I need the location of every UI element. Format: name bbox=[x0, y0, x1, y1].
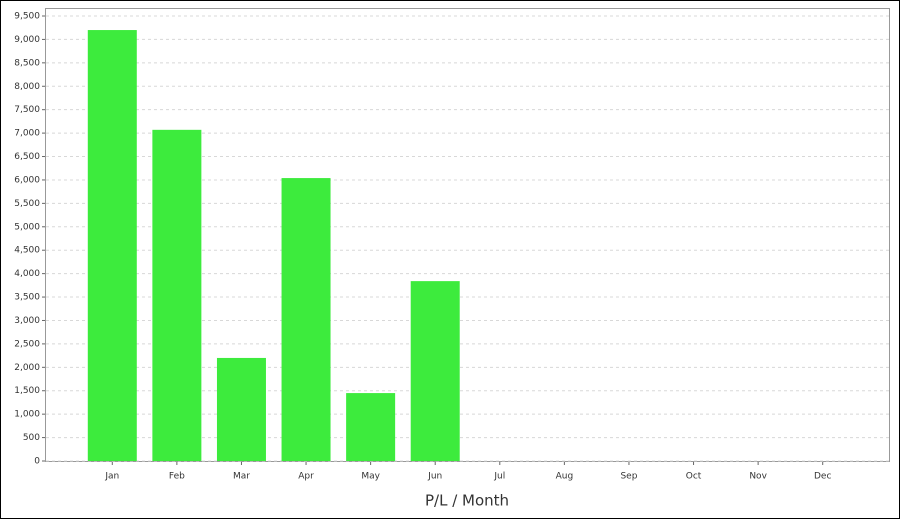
x-tick-label: Dec bbox=[814, 472, 831, 482]
y-tick-label: 7,000 bbox=[14, 129, 40, 139]
y-tick-label: 500 bbox=[23, 433, 40, 443]
bar bbox=[87, 30, 137, 461]
y-tick-label: 6,500 bbox=[14, 152, 40, 162]
x-tick-label: Oct bbox=[686, 472, 702, 482]
y-tick-label: 1,500 bbox=[14, 386, 40, 396]
y-tick-label: 6,000 bbox=[14, 175, 40, 185]
bar bbox=[346, 393, 396, 461]
y-tick-label: 5,000 bbox=[14, 222, 40, 232]
y-tick-label: 4,000 bbox=[14, 269, 40, 279]
y-tick-label: 5,500 bbox=[14, 199, 40, 209]
y-tick-label: 1,000 bbox=[14, 410, 40, 420]
y-tick-label: 2,000 bbox=[14, 363, 40, 373]
x-tick-label: Apr bbox=[298, 472, 314, 482]
y-tick-label: 0 bbox=[34, 457, 40, 467]
x-tick-label: Jun bbox=[427, 472, 442, 482]
bar bbox=[410, 281, 460, 461]
y-tick-label: 9,000 bbox=[14, 35, 40, 45]
x-tick-label: Jul bbox=[493, 472, 505, 482]
y-tick-label: 8,500 bbox=[14, 58, 40, 68]
y-tick-label: 2,500 bbox=[14, 339, 40, 349]
y-tick-label: 9,500 bbox=[14, 12, 40, 22]
bar bbox=[281, 178, 331, 462]
x-axis-label: P/L / Month bbox=[425, 492, 509, 510]
x-tick-label: May bbox=[361, 472, 380, 482]
y-tick-label: 4,500 bbox=[14, 246, 40, 256]
y-tick-label: 3,000 bbox=[14, 316, 40, 326]
x-tick-label: Nov bbox=[749, 472, 767, 482]
x-tick-label: Jan bbox=[104, 472, 119, 482]
bar bbox=[216, 357, 266, 461]
x-tick-label: Mar bbox=[233, 472, 250, 482]
y-tick-label: 3,500 bbox=[14, 293, 40, 303]
y-tick-label: 8,000 bbox=[14, 82, 40, 92]
y-tick-label: 7,500 bbox=[14, 105, 40, 115]
x-tick-label: Aug bbox=[556, 472, 574, 482]
x-tick-label: Feb bbox=[169, 472, 185, 482]
bar bbox=[152, 129, 202, 462]
x-tick-label: Sep bbox=[620, 472, 637, 482]
